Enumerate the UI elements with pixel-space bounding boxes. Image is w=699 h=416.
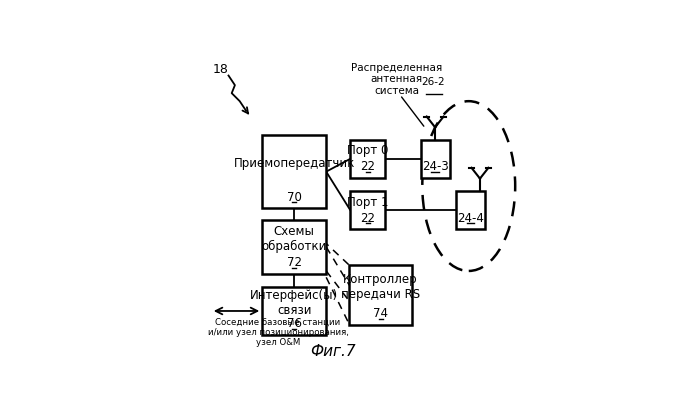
Text: Распределенная
антенная
система: Распределенная антенная система xyxy=(351,63,442,96)
Text: 70: 70 xyxy=(287,191,301,204)
Text: 24-4: 24-4 xyxy=(457,212,484,225)
Text: Интерфейс(ы)
связи: Интерфейс(ы) связи xyxy=(250,289,338,317)
Bar xyxy=(421,140,449,178)
Bar xyxy=(262,135,326,208)
Text: 74: 74 xyxy=(373,307,388,320)
Text: Приемопередатчик: Приемопередатчик xyxy=(233,157,355,170)
Bar xyxy=(350,191,385,229)
Bar xyxy=(350,265,412,324)
Bar xyxy=(456,191,485,229)
Bar xyxy=(350,140,385,178)
Text: 72: 72 xyxy=(287,256,302,270)
Text: Соседние базовые станции
и/или узел позиционирования,
узел O&M: Соседние базовые станции и/или узел пози… xyxy=(208,317,349,347)
Text: Контроллер
передачи RS: Контроллер передачи RS xyxy=(341,273,420,301)
Text: 76: 76 xyxy=(287,317,302,330)
Bar xyxy=(262,220,326,274)
Text: 22: 22 xyxy=(361,160,375,173)
Text: Порт 1: Порт 1 xyxy=(347,196,389,208)
Text: Порт 0: Порт 0 xyxy=(347,144,389,157)
Text: 18: 18 xyxy=(212,63,229,76)
Text: Схемы
обработки: Схемы обработки xyxy=(261,225,327,253)
Text: Фиг.7: Фиг.7 xyxy=(310,344,355,359)
Text: 22: 22 xyxy=(361,212,375,225)
Text: 24-3: 24-3 xyxy=(421,160,449,173)
Text: 26-2: 26-2 xyxy=(421,77,445,87)
Bar xyxy=(262,287,326,335)
